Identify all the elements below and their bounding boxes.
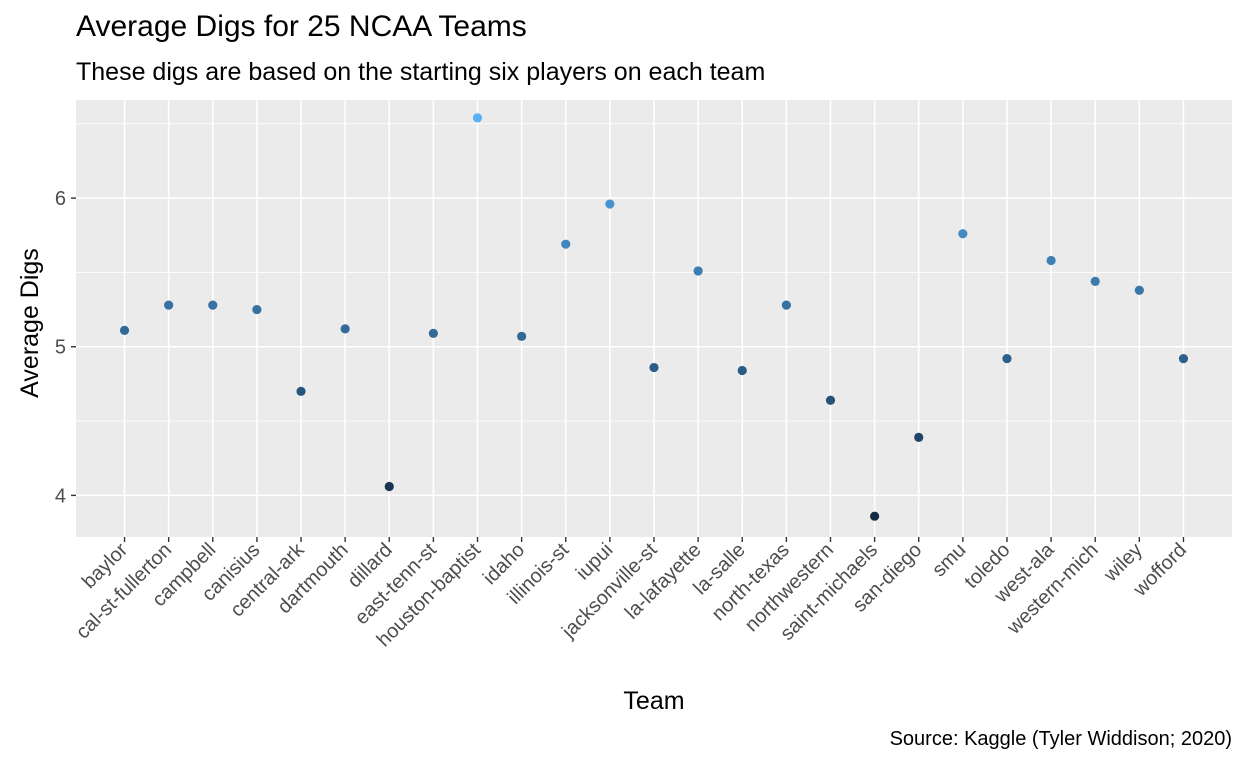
- data-point-smu: [958, 229, 968, 239]
- x-axis-ticks: baylorcal-st-fullertoncampbellcanisiusce…: [72, 537, 1191, 651]
- data-point-dartmouth: [340, 324, 350, 334]
- data-point-wiley: [1134, 285, 1144, 295]
- y-axis-ticks: 4 5 6: [55, 188, 76, 507]
- data-point-west-ala: [1046, 255, 1056, 266]
- y-axis-title: Average Digs: [16, 248, 44, 398]
- data-point-central-ark: [296, 386, 306, 396]
- data-point-western-mich: [1090, 276, 1100, 286]
- major-gridlines: [76, 100, 1232, 537]
- data-point-cal-st-fullerton: [164, 300, 174, 310]
- chart-caption: Source: Kaggle (Tyler Widdison; 2020): [889, 728, 1232, 750]
- y-tick-label: 4: [55, 485, 66, 507]
- data-point-northwestern: [825, 395, 836, 405]
- data-point-toledo: [1002, 354, 1012, 364]
- data-point-east-tenn-st: [428, 328, 438, 338]
- data-point-dillard: [384, 481, 394, 492]
- data-point-canisius: [252, 304, 262, 315]
- data-point-wofford: [1178, 354, 1189, 364]
- data-point-san-diego: [914, 432, 924, 443]
- y-tick-label: 5: [55, 337, 66, 359]
- y-tick-label: 6: [55, 188, 66, 210]
- data-point-idaho: [517, 331, 527, 341]
- data-point-iupui: [605, 199, 615, 209]
- data-points: [119, 113, 1189, 521]
- data-point-north-texas: [781, 300, 791, 310]
- data-point-jacksonville-st: [649, 362, 659, 373]
- chart-subtitle: These digs are based on the starting six…: [76, 58, 766, 86]
- data-point-la-lafayette: [693, 266, 703, 276]
- data-point-houston-baptist: [472, 113, 483, 123]
- data-point-baylor: [119, 325, 130, 335]
- x-axis-title: Team: [623, 687, 684, 715]
- data-point-campbell: [208, 300, 218, 310]
- data-point-la-salle: [737, 365, 747, 376]
- data-point-saint-michaels: [870, 511, 880, 521]
- data-point-illinois-st: [561, 239, 571, 249]
- chart-title: Average Digs for 25 NCAA Teams: [76, 10, 527, 43]
